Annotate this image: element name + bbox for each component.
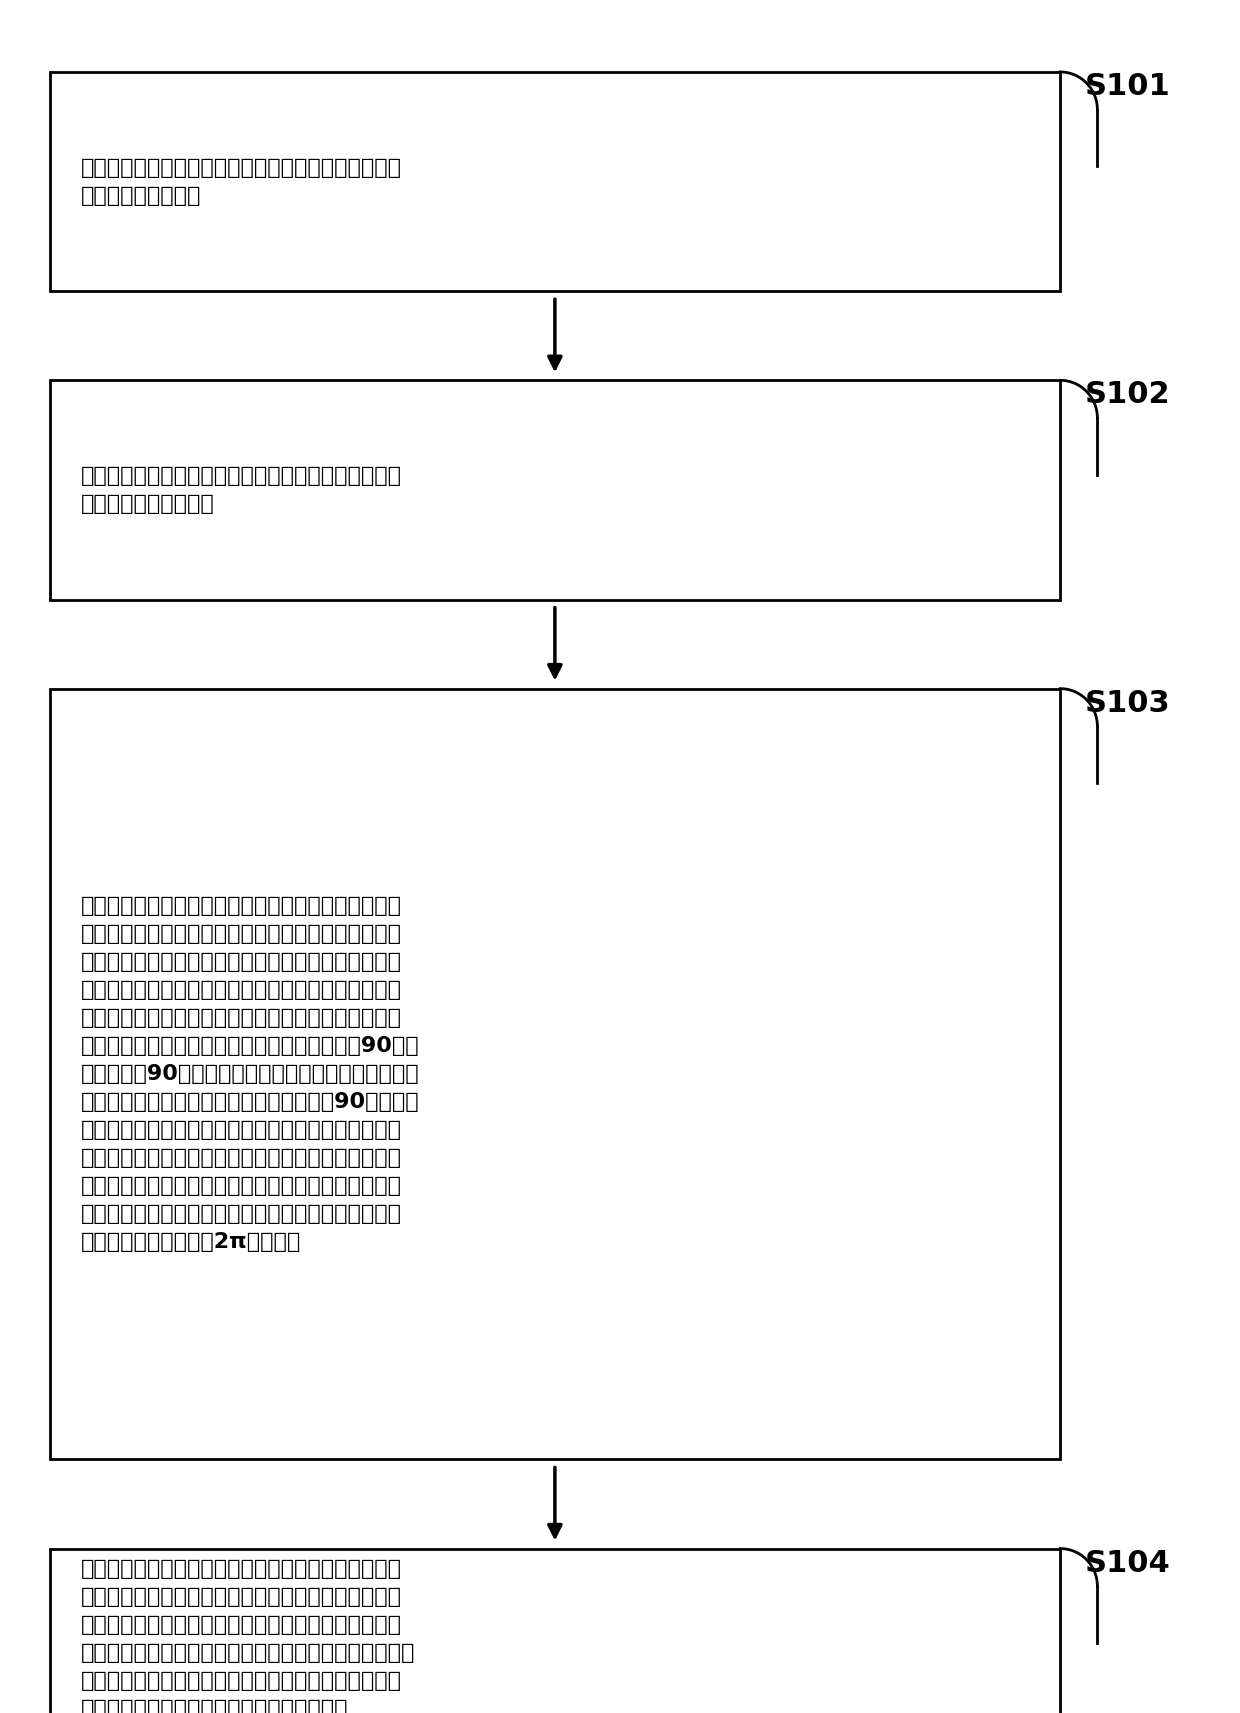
- Text: S103: S103: [1085, 689, 1171, 718]
- Text: 分别对所述第一路光脉冲和第二路光脉冲按照量子密钥
分发协议进行相位解码: 分别对所述第一路光脉冲和第二路光脉冲按照量子密钥 分发协议进行相位解码: [81, 466, 402, 514]
- Text: 在分别对所述第一路光脉冲和第二路光脉冲按照量子密
钥分发协议进行相位解码的过程中：在分束至合束的过
程中，对所述第一路光脉冲分束得到的两路子光脉冲中
至少之一按: 在分别对所述第一路光脉冲和第二路光脉冲按照量子密 钥分发协议进行相位解码的过程中…: [81, 1559, 415, 1713]
- Bar: [50, 1549, 1060, 1713]
- Text: S102: S102: [1085, 380, 1171, 409]
- Bar: [50, 380, 1060, 600]
- Text: 将入射的任意偏振态的一路输入光脉冲分束为第一路光
脉冲和第二路光脉冲: 将入射的任意偏振态的一路输入光脉冲分束为第一路光 脉冲和第二路光脉冲: [81, 158, 402, 206]
- Bar: [50, 72, 1060, 291]
- Text: S101: S101: [1085, 72, 1171, 101]
- Text: S104: S104: [1085, 1549, 1171, 1578]
- Text: 对于所述第一路光脉冲和第二路光脉冲中的每一路光脉
冲，将该路光脉冲分束为两路子光脉冲；以及分别在两
条子光路上传输所述两路子光脉冲，并将所述两路子光
脉冲作相对: 对于所述第一路光脉冲和第二路光脉冲中的每一路光脉 冲，将该路光脉冲分束为两路子光…: [81, 896, 419, 1252]
- Bar: [50, 689, 1060, 1459]
